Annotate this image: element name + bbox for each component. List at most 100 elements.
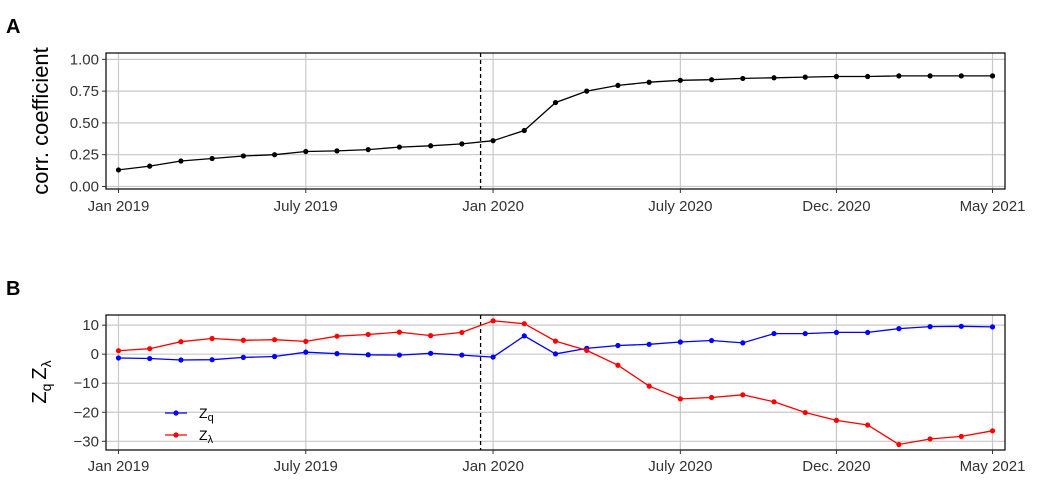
data-point [896,73,902,79]
x-tick-label: July 2019 [274,198,338,215]
data-point [958,323,964,329]
data-point [147,346,153,352]
x-tick-label: May 2021 [960,198,1026,215]
data-point [615,342,621,349]
data-point [865,73,871,80]
data-point [147,163,153,169]
y-tick-label: 0.00 [70,178,99,195]
data-point [865,329,871,336]
data-point [240,153,246,159]
data-point [708,394,715,401]
panel-b-z-chart: −30 −20 −10 0 10 Jan 2019 July 2019 Jan 2020 Jul… [29,314,1026,475]
data-point [989,324,996,330]
x-tick-label: Jan 2019 [88,198,150,215]
panel-label-a: A [6,16,20,38]
legend-swatch-point [173,432,179,438]
data-point [802,409,808,416]
data-point [147,355,153,362]
data-point [677,77,683,83]
data-point [271,152,278,158]
data-point [303,148,309,155]
data-point [552,99,559,106]
legend-swatch-point [173,410,179,416]
y-tick-label: 0 [91,346,99,363]
x-tick-label: Jan 2019 [88,458,150,475]
data-point [740,75,746,82]
y-axis-title: corr. coefficient [28,47,53,195]
data-point [459,352,465,358]
data-point [646,383,652,389]
y-tick-label: 0.75 [70,83,99,100]
data-point [740,340,746,346]
data-point [271,353,278,360]
data-point [677,396,683,402]
data-point [802,74,808,80]
y-tick-label: −30 [74,433,99,450]
data-point [833,73,840,80]
data-point [303,338,309,345]
data-point [927,436,933,442]
data-point [771,399,777,405]
y-tick-label: −20 [74,404,99,421]
data-point [646,79,652,85]
data-point [521,333,527,339]
data-point [209,155,215,162]
data-point [396,144,403,150]
data-point [708,77,715,83]
data-point [490,318,496,324]
x-tick-label: July 2020 [648,458,712,475]
data-point [490,138,496,144]
y-tick-label: 0.25 [70,147,99,164]
data-point [428,333,434,339]
data-point [584,88,590,94]
data-point [240,354,246,360]
data-point [771,330,777,337]
data-point [178,357,184,363]
data-point [989,428,996,434]
y-tick-label: 0.50 [70,115,99,132]
y-tick-label: −10 [74,375,99,392]
data-point [615,362,621,368]
data-point [428,350,434,356]
plot-border [105,314,1006,451]
data-point [178,158,184,164]
panel-label-b: B [6,278,20,300]
data-point [490,354,496,360]
data-point [365,352,371,358]
data-point [552,351,559,357]
data-point [708,337,715,344]
data-point [365,331,371,338]
data-point [459,141,465,147]
data-point [365,146,371,153]
data-point [271,337,278,343]
data-point [896,441,902,448]
data-point [396,352,403,358]
x-tick-label: Jan 2020 [462,458,524,475]
data-point [303,349,309,355]
legend-label: Zq [199,405,214,424]
data-point [989,73,996,79]
data-point [334,351,340,357]
data-point [771,75,777,81]
y-tick-label: 1.00 [70,51,99,68]
data-point [240,337,246,343]
data-point [521,127,527,134]
data-point [896,326,902,332]
data-point [927,73,933,79]
data-point [396,329,403,335]
data-point [958,73,964,79]
data-point [209,335,215,342]
x-tick-label: May 2021 [960,458,1026,475]
x-tick-label: Dec. 2020 [802,458,870,475]
data-point [833,329,840,336]
data-point [646,341,652,347]
data-point [927,324,933,330]
data-point [209,357,215,363]
data-point [115,348,122,354]
data-point [740,392,746,398]
data-point [334,333,340,339]
data-point [428,143,434,149]
x-tick-label: July 2020 [648,198,712,215]
legend-label: Zλ [199,427,214,446]
